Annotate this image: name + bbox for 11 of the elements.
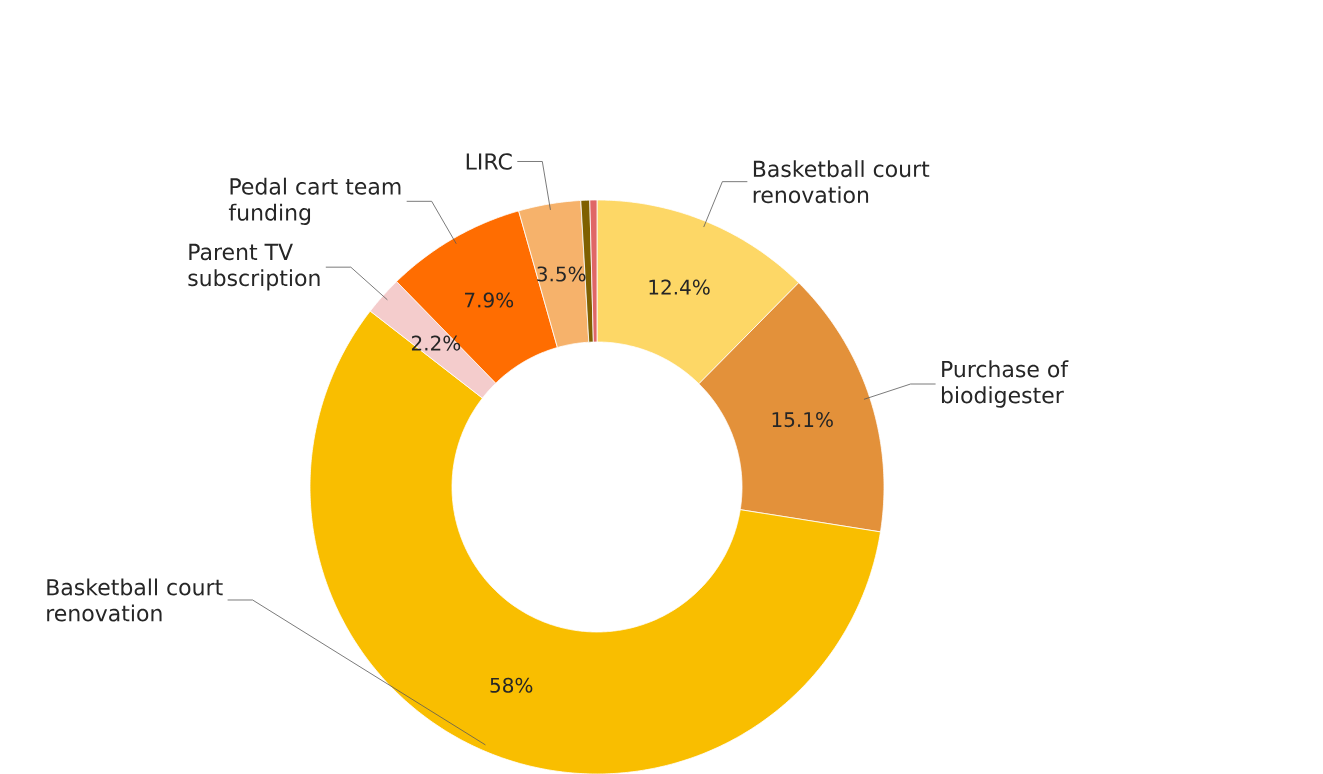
data-label: 58% [490,677,533,693]
slice-label: Basketball court renovation [753,159,930,203]
data-label: 3.5% [537,266,586,282]
slice-label: LIRC [466,153,512,170]
slice-label: Basketball court renovation [47,578,223,622]
slice-label: Parent TV subscription [188,243,320,291]
slice-label: Purchase of biodigester [941,360,1069,408]
data-label: 7.9% [465,292,514,308]
data-label: 12.4% [649,279,710,295]
slice-label: Pedal cart team funding [228,177,401,225]
data-label: 15.1% [772,411,833,427]
